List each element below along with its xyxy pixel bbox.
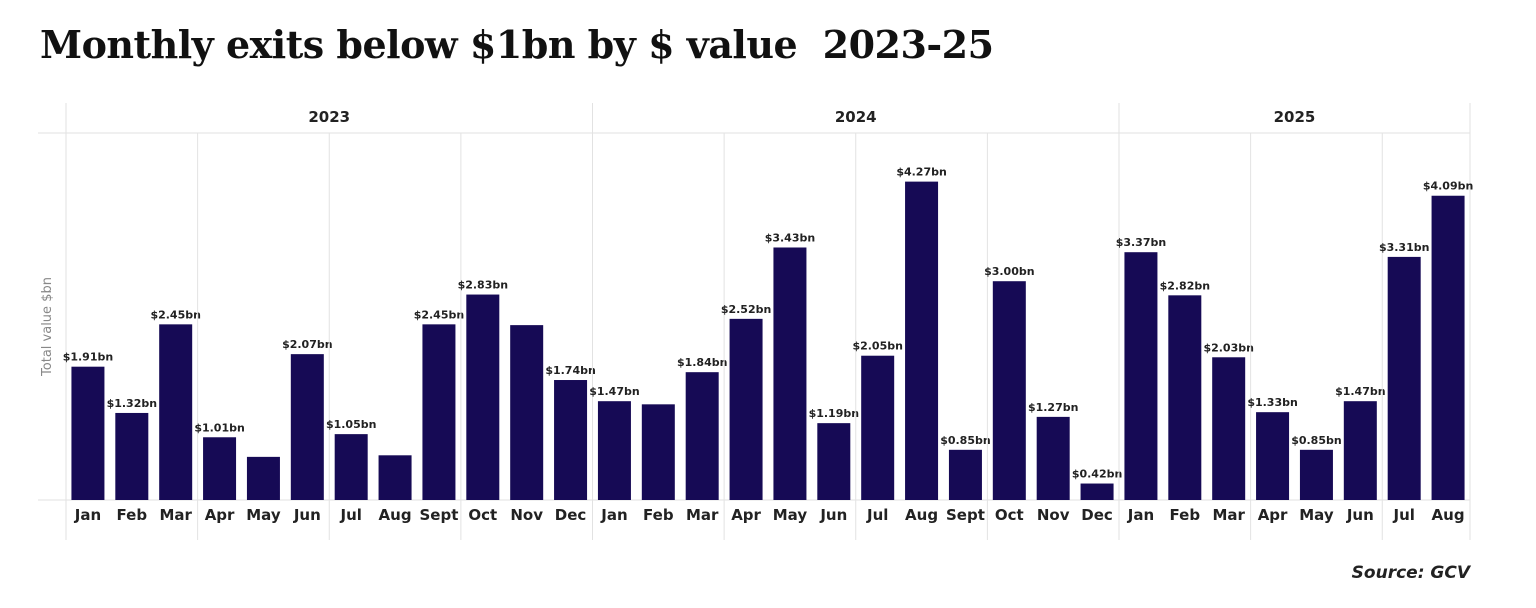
month-tick-label: May xyxy=(246,506,281,524)
month-tick-label: Dec xyxy=(555,506,587,524)
bar-2023-Nov xyxy=(510,325,544,500)
bar-2024-Dec xyxy=(1080,483,1114,500)
data-label: $2.82bn xyxy=(1160,279,1211,292)
year-header-2024: 2024 xyxy=(835,108,877,126)
bar-2023-May xyxy=(246,456,280,500)
month-tick-label: Oct xyxy=(995,506,1024,524)
data-label: $1.47bn xyxy=(589,385,640,398)
month-tick-label: Jul xyxy=(1392,506,1414,524)
data-label: $1.32bn xyxy=(107,397,158,410)
bar-2024-Aug xyxy=(905,181,939,500)
bar-2025-Jul xyxy=(1387,256,1421,500)
month-tick-label: Jun xyxy=(819,506,847,524)
data-label: $0.85bn xyxy=(940,434,991,447)
bar-2023-Jan xyxy=(71,366,105,500)
bar-2024-Mar xyxy=(685,372,719,500)
data-label: $0.85bn xyxy=(1291,434,1342,447)
bar-2024-Nov xyxy=(1036,416,1070,500)
month-tick-label: Jan xyxy=(600,506,627,524)
bar-2023-Apr xyxy=(203,437,237,500)
month-tick-label: Dec xyxy=(1081,506,1113,524)
source-note: Source: GCV xyxy=(1351,563,1470,583)
bar-2023-Aug xyxy=(378,455,412,500)
bar-2023-Oct xyxy=(466,294,500,500)
bar-2025-Mar xyxy=(1212,357,1246,500)
bar-2024-Sept xyxy=(948,449,982,500)
y-axis-label: Total value $bn xyxy=(40,277,55,377)
data-label: $2.52bn xyxy=(721,303,772,316)
month-tick-label: Jun xyxy=(293,506,321,524)
data-label: $4.27bn xyxy=(896,166,947,179)
month-tick-label: Apr xyxy=(731,506,761,524)
bar-2023-Jul xyxy=(334,434,368,500)
month-tick-label: Jan xyxy=(74,506,101,524)
year-header-2023: 2023 xyxy=(308,108,350,126)
data-label: $4.09bn xyxy=(1423,180,1474,193)
bar-2023-Feb xyxy=(115,412,149,500)
data-label: $1.91bn xyxy=(63,351,114,364)
month-tick-label: Aug xyxy=(379,506,412,524)
bar-2025-Aug xyxy=(1431,195,1465,500)
month-tick-label: Feb xyxy=(643,506,674,524)
month-tick-label: Apr xyxy=(205,506,235,524)
month-tick-label: May xyxy=(773,506,808,524)
bar-2025-Feb xyxy=(1168,295,1202,500)
data-label: $2.83bn xyxy=(458,279,509,292)
month-tick-label: Mar xyxy=(686,506,719,524)
bar-2023-Dec xyxy=(554,380,588,500)
bar-2025-Jan xyxy=(1124,252,1158,500)
data-label: $3.31bn xyxy=(1379,241,1430,254)
bar-2024-Jun xyxy=(817,423,851,500)
bar-2025-Apr xyxy=(1256,412,1290,500)
data-label: $1.05bn xyxy=(326,418,377,431)
month-tick-label: Jun xyxy=(1346,506,1374,524)
data-label: $2.07bn xyxy=(282,338,333,351)
month-tick-label: Nov xyxy=(1037,506,1070,524)
data-label: $1.19bn xyxy=(809,407,860,420)
bar-2024-Apr xyxy=(729,318,763,500)
month-tick-label: Mar xyxy=(159,506,192,524)
year-header-2025: 2025 xyxy=(1274,108,1316,126)
data-label: $2.45bn xyxy=(150,308,201,321)
month-tick-label: May xyxy=(1299,506,1334,524)
month-tick-label: Oct xyxy=(468,506,497,524)
month-tick-label: Feb xyxy=(117,506,148,524)
month-tick-label: Jul xyxy=(339,506,361,524)
bar-2024-Feb xyxy=(641,404,675,500)
month-tick-label: Jan xyxy=(1127,506,1154,524)
month-tick-label: Feb xyxy=(1170,506,1201,524)
month-tick-label: Sept xyxy=(946,506,985,524)
bar-2023-Sept xyxy=(422,324,456,500)
data-label: $1.27bn xyxy=(1028,401,1079,414)
month-tick-label: Jul xyxy=(866,506,888,524)
bar-2025-May xyxy=(1299,449,1333,500)
data-label: $2.03bn xyxy=(1203,341,1254,354)
bar-2024-May xyxy=(773,247,807,500)
data-label: $1.47bn xyxy=(1335,385,1386,398)
month-tick-label: Sept xyxy=(419,506,458,524)
bar-2023-Jun xyxy=(290,354,324,500)
data-label: $3.43bn xyxy=(765,231,816,244)
month-tick-label: Nov xyxy=(510,506,543,524)
bar-2023-Mar xyxy=(159,324,193,500)
month-tick-label: Mar xyxy=(1212,506,1245,524)
bar-2024-Oct xyxy=(992,281,1026,500)
chart-title: Monthly exits below $1bn by $ value 2023… xyxy=(40,22,994,67)
data-label: $0.42bn xyxy=(1072,468,1123,481)
month-tick-label: Aug xyxy=(905,506,938,524)
data-label: $2.45bn xyxy=(414,308,465,321)
bar-2024-Jul xyxy=(861,355,895,500)
month-tick-label: Aug xyxy=(1432,506,1465,524)
data-label: $2.05bn xyxy=(852,340,903,353)
data-label: $1.84bn xyxy=(677,356,728,369)
data-label: $3.00bn xyxy=(984,265,1035,278)
data-label: $1.33bn xyxy=(1247,396,1298,409)
month-tick-label: Apr xyxy=(1258,506,1288,524)
bar-2024-Jan xyxy=(597,401,631,500)
data-label: $3.37bn xyxy=(1116,236,1167,249)
data-label: $1.74bn xyxy=(545,364,596,377)
bar-2025-Jun xyxy=(1343,401,1377,500)
data-label: $1.01bn xyxy=(194,421,245,434)
